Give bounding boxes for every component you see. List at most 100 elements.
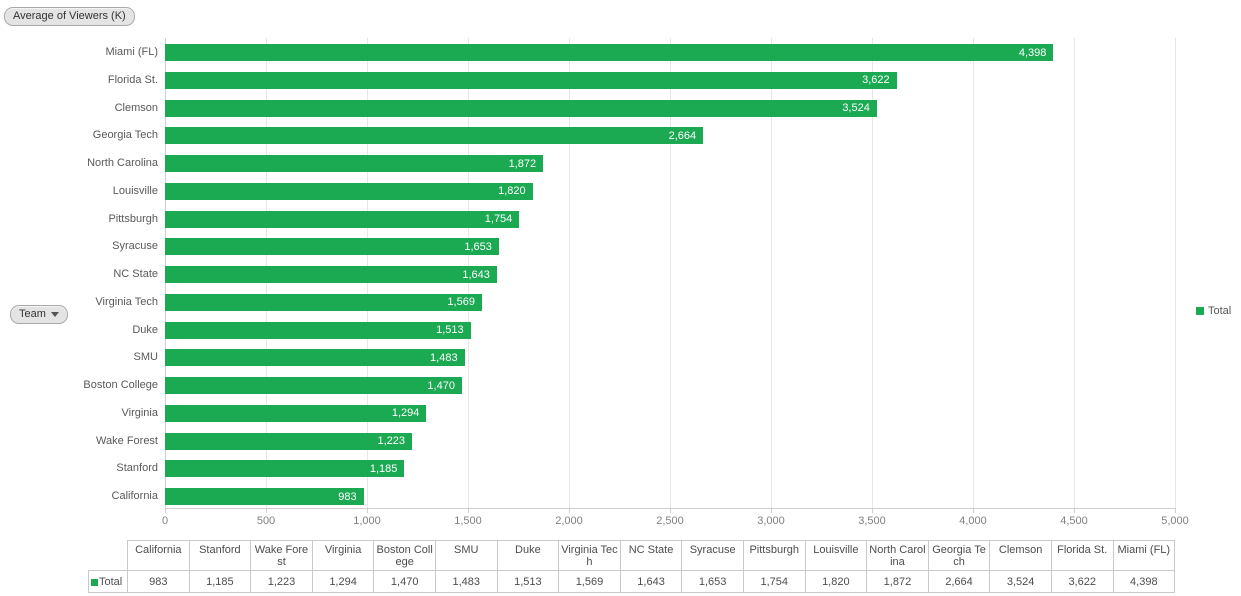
bar-value-label: 1,872 (508, 157, 537, 170)
bar[interactable]: 1,653 (165, 238, 499, 256)
axis-tick (1175, 508, 1176, 513)
table-value-cell: 1,470 (373, 570, 436, 593)
table-value-cell: 1,223 (250, 570, 313, 593)
bar[interactable]: 3,622 (165, 71, 897, 89)
table-column-header: Clemson (989, 540, 1052, 571)
table-column-header: Pittsburgh (742, 540, 806, 571)
table-column-header: Louisville (804, 540, 868, 571)
axis-tick (569, 508, 570, 513)
bar-value-label: 983 (338, 490, 357, 503)
bar[interactable]: 1,872 (165, 155, 544, 172)
row-field-dropdown[interactable]: Team (10, 305, 68, 324)
table-column-header: North Carolina (866, 540, 929, 571)
x-axis-tick-label: 3,000 (757, 515, 785, 527)
category-label: Stanford (116, 462, 158, 475)
axis-tick (468, 508, 469, 513)
table-row-header: Total (88, 570, 128, 593)
x-axis-tick-label: 4,500 (1060, 515, 1088, 527)
x-axis-line (165, 508, 1175, 509)
table-column-header: Virginia (311, 540, 375, 571)
bar[interactable]: 1,513 (165, 321, 471, 339)
x-axis-tick-label: 1,500 (454, 515, 482, 527)
category-label: Pittsburgh (108, 212, 158, 225)
gridline (872, 38, 873, 508)
bar-value-label: 1,513 (436, 324, 464, 336)
bar-value-label: 3,524 (842, 102, 870, 114)
bar-value-label: 1,223 (377, 435, 406, 447)
value-field-button[interactable]: Average of Viewers (K) (4, 7, 135, 26)
bar[interactable]: 2,664 (165, 127, 704, 145)
table-value-cell: 3,524 (989, 570, 1052, 593)
legend-label: Total (1208, 305, 1232, 317)
x-axis-tick-label: 500 (256, 515, 276, 527)
table-column-header: NC State (619, 540, 683, 571)
table-value-cell: 1,653 (681, 570, 744, 593)
table-column-header: Wake Forest (250, 540, 313, 571)
bar[interactable]: 3,524 (165, 99, 877, 117)
bar-value-label: 1,483 (430, 351, 458, 364)
bar[interactable]: 1,294 (165, 404, 427, 422)
gridline (1074, 38, 1075, 508)
bar[interactable]: 1,643 (165, 266, 497, 283)
table-corner-cell (89, 541, 128, 571)
gridline (1175, 38, 1176, 508)
bar-value-label: 1,754 (484, 213, 513, 225)
category-label: Louisville (112, 184, 158, 197)
axis-tick (973, 508, 974, 513)
category-label: Duke (132, 323, 158, 336)
bar[interactable]: 1,185 (165, 460, 405, 478)
category-label: Virginia Tech (95, 295, 158, 308)
category-label: Clemson (114, 101, 158, 114)
table-column-header: California (127, 540, 190, 571)
table-value-cell: 1,820 (804, 570, 868, 593)
table-value-cell: 2,664 (927, 570, 991, 593)
table-value-cell: 1,513 (496, 570, 560, 593)
chart-legend-item[interactable]: Total (1196, 305, 1231, 317)
table-value-cell: 1,754 (742, 570, 806, 593)
chevron-down-icon (50, 312, 59, 317)
bar-value-label: 1,643 (462, 268, 490, 281)
x-axis-tick-label: 5,000 (1161, 515, 1189, 527)
category-label: Wake Forest (96, 434, 158, 447)
table-value-cell: 1,569 (558, 570, 621, 593)
bar-value-label: 1,653 (464, 240, 492, 253)
bar[interactable]: 983 (165, 488, 364, 505)
bar[interactable]: 1,820 (165, 182, 533, 200)
bar[interactable]: 1,569 (165, 293, 482, 311)
series-swatch-icon (91, 578, 98, 586)
pivot-data-table: California Stanford Wake Forest Virginia Bos… (88, 540, 1176, 593)
table-column-header: Duke (496, 540, 560, 571)
bar[interactable]: 1,470 (165, 377, 462, 394)
x-axis-tick-label: 1,000 (353, 515, 381, 527)
x-axis-tick-label: 2,000 (555, 515, 583, 527)
axis-tick (266, 508, 267, 513)
bar-value-label: 2,664 (668, 129, 697, 142)
table-value-cell: 1,483 (434, 570, 498, 593)
category-label: Miami (FL) (105, 46, 158, 58)
bar[interactable]: 1,483 (165, 349, 465, 367)
bar[interactable]: 4,398 (165, 44, 1054, 61)
table-value-cell: 1,643 (619, 570, 683, 593)
table-value-cell: 1,872 (866, 570, 929, 593)
x-axis-tick-label: 3,500 (858, 515, 886, 527)
bar-value-label: 1,569 (447, 296, 475, 309)
table-column-header: Syracuse (681, 540, 744, 571)
bar-value-label: 1,470 (427, 379, 455, 392)
category-label: North Carolina (87, 157, 158, 169)
axis-tick (771, 508, 772, 513)
bar-value-label: 3,622 (862, 74, 890, 87)
table-column-header: Miami (FL) (1112, 540, 1176, 571)
table-value-cell: 983 (127, 570, 190, 593)
gridline (771, 38, 772, 508)
bar[interactable]: 1,223 (165, 432, 413, 450)
axis-tick (367, 508, 368, 513)
gridline (569, 38, 570, 508)
bar[interactable]: 1,754 (165, 210, 520, 228)
row-field-label: Team (19, 308, 46, 320)
table-column-header: Virginia Tech (558, 540, 621, 571)
category-label: Virginia (121, 406, 159, 419)
table-column-header: SMU (434, 540, 498, 571)
table-column-header: Florida St. (1050, 540, 1114, 571)
category-label: Florida St. (107, 73, 158, 86)
